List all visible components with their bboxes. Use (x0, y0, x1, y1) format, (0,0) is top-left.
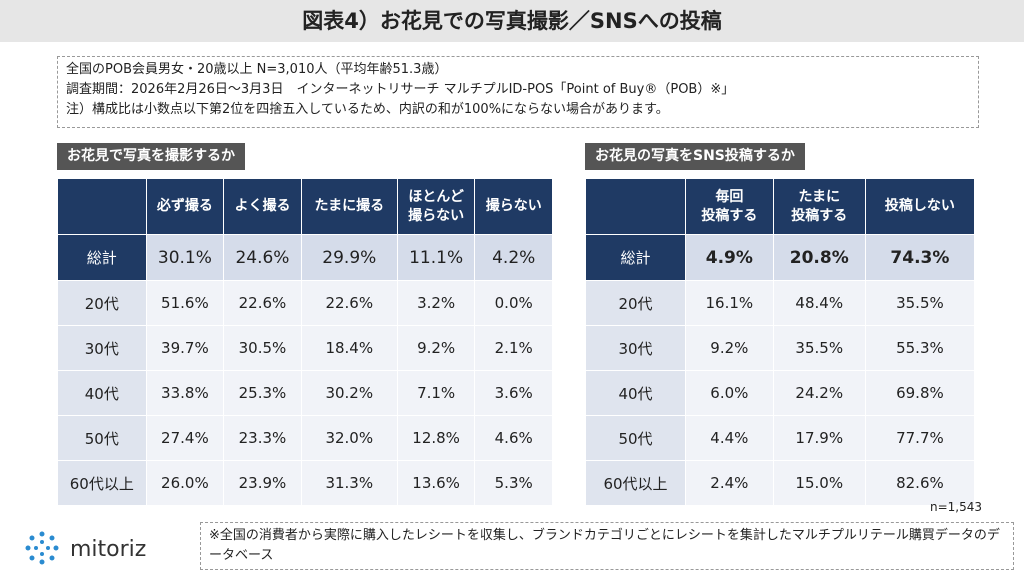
header-cell: 毎回 投稿する (685, 178, 774, 235)
cell: 2.1% (474, 325, 553, 371)
cell: 5.3% (474, 460, 553, 506)
cell: 29.9% (300, 234, 398, 281)
row-label: 総計 (57, 234, 147, 281)
logo-text: mitoriz (70, 537, 146, 562)
cell: 3.2% (396, 280, 476, 326)
cell: 3.6% (474, 370, 553, 416)
cell: 22.6% (223, 280, 302, 326)
row-label: 50代 (584, 415, 687, 461)
cell: 82.6% (864, 460, 976, 506)
cell: 15.0% (772, 460, 866, 506)
cell: 35.5% (772, 325, 866, 371)
cell: 24.6% (223, 234, 302, 281)
cell: 23.3% (223, 415, 302, 461)
cell: 26.0% (145, 460, 225, 506)
cell: 24.2% (772, 370, 866, 416)
row-label: 40代 (57, 370, 147, 416)
row: 50代 4.4% 17.9% 77.7% (584, 415, 976, 461)
cell: 17.9% (772, 415, 866, 461)
cell: 77.7% (864, 415, 976, 461)
row: 60代以上 2.4% 15.0% 82.6% (584, 460, 976, 506)
cell: 35.5% (864, 280, 976, 326)
cell: 4.6% (474, 415, 553, 461)
header-cell: たまに撮る (300, 178, 398, 235)
row-label: 60代以上 (57, 460, 147, 506)
header-cell: 投稿しない (864, 178, 976, 235)
row-label: 50代 (57, 415, 147, 461)
cell: 48.4% (772, 280, 866, 326)
cell: 4.2% (474, 234, 553, 281)
cell: 7.1% (396, 370, 476, 416)
cell: 30.1% (145, 234, 225, 281)
row-label: 60代以上 (584, 460, 687, 506)
cell: 16.1% (685, 280, 774, 326)
sample-note: n=1,543 (930, 500, 983, 514)
row: 60代以上 26.0% 23.9% 31.3% 13.6% 5.3% (57, 460, 553, 506)
cell: 0.0% (474, 280, 553, 326)
row: 40代 33.8% 25.3% 30.2% 7.1% 3.6% (57, 370, 553, 416)
section-label: お花見の写真をSNS投稿するか (585, 143, 805, 170)
row: 総計 30.1% 24.6% 29.9% 11.1% 4.2% (57, 234, 553, 281)
cell: 74.3% (864, 234, 976, 281)
cell: 12.8% (396, 415, 476, 461)
header-cell: よく撮る (223, 178, 302, 235)
cell: 55.3% (864, 325, 976, 371)
row-label: 総計 (584, 234, 687, 281)
cell: 32.0% (300, 415, 398, 461)
cell: 18.4% (300, 325, 398, 371)
cell: 11.1% (396, 234, 476, 281)
cell: 25.3% (223, 370, 302, 416)
header-cell (57, 178, 147, 235)
row: 30代 9.2% 35.5% 55.3% (584, 325, 976, 371)
title: 図表4）お花見での写真撮影／SNSへの投稿 (0, 0, 1024, 42)
info-line: 調査期間：2026年2月26日～3月3日 インターネットリサーチ マルチプルID… (66, 82, 735, 97)
cell: 30.5% (223, 325, 302, 371)
row-label: 40代 (584, 370, 687, 416)
cell: 23.9% (223, 460, 302, 506)
cell: 31.3% (300, 460, 398, 506)
cell: 39.7% (145, 325, 225, 371)
row-label: 30代 (57, 325, 147, 371)
cell: 13.6% (396, 460, 476, 506)
cell: 9.2% (396, 325, 476, 371)
header-row: 毎回 投稿する たまに 投稿する 投稿しない (584, 178, 976, 235)
cell: 20.8% (772, 234, 866, 281)
cell: 33.8% (145, 370, 225, 416)
cell: 2.4% (685, 460, 774, 506)
cell: 4.4% (685, 415, 774, 461)
cell: 9.2% (685, 325, 774, 371)
row: 40代 6.0% 24.2% 69.8% (584, 370, 976, 416)
cell: 6.0% (685, 370, 774, 416)
cell: 22.6% (300, 280, 398, 326)
table: 必ず撮る よく撮る たまに撮る ほとんど 撮らない 撮らない 総計 30.1% 24.6% 29… (57, 178, 553, 506)
cell: 4.9% (685, 234, 774, 281)
table: 毎回 投稿する たまに 投稿する 投稿しない 総計 4.9% 20.8% 74.3% 20代 1… (584, 178, 976, 506)
footnote: ※全国の消費者から実際に購入したレシートを収集し、ブランドカテゴリごとにレシート… (200, 522, 1014, 570)
section-label: お花見で写真を撮影するか (57, 143, 245, 170)
row: 総計 4.9% 20.8% 74.3% (584, 234, 976, 281)
info-line: 全国のPOB会員男女・20歳以上 N=3,010人（平均年齢51.3歳） (66, 62, 448, 77)
header-cell: ほとんど 撮らない (396, 178, 476, 235)
row-label: 30代 (584, 325, 687, 371)
row: 30代 39.7% 30.5% 18.4% 9.2% 2.1% (57, 325, 553, 371)
info-line: 注）構成比は小数点以下第2位を四捨五入しているため、内訳の和が100%にならない… (66, 102, 669, 117)
logo: mitoriz (25, 531, 146, 565)
header-cell: 必ず撮る (145, 178, 225, 235)
header-cell: たまに 投稿する (772, 178, 866, 235)
cell: 69.8% (864, 370, 976, 416)
row: 20代 16.1% 48.4% 35.5% (584, 280, 976, 326)
cell: 51.6% (145, 280, 225, 326)
header-cell: 撮らない (474, 178, 553, 235)
row: 20代 51.6% 22.6% 22.6% 3.2% 0.0% (57, 280, 553, 326)
row: 50代 27.4% 23.3% 32.0% 12.8% 4.6% (57, 415, 553, 461)
header-row: 必ず撮る よく撮る たまに撮る ほとんど 撮らない 撮らない (57, 178, 553, 235)
cell: 27.4% (145, 415, 225, 461)
row-label: 20代 (57, 280, 147, 326)
info-box: 全国のPOB会員男女・20歳以上 N=3,010人（平均年齢51.3歳） 調査期… (57, 56, 979, 128)
header-cell (584, 178, 687, 235)
cell: 30.2% (300, 370, 398, 416)
row-label: 20代 (584, 280, 687, 326)
